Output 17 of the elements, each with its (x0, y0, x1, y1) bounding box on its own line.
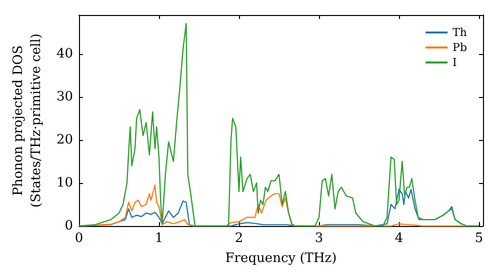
x-tick-label: 3 (314, 231, 324, 246)
x-tick-label: 0 (74, 231, 84, 246)
y-axis-title: Phonon projected DOS (States/THz·primitive cell) (11, 33, 44, 208)
legend-label: Pb (452, 41, 468, 54)
x-tick-label: 2 (234, 231, 244, 246)
x-axis-title: Frequency (THz) (225, 251, 337, 266)
y-tick-label: 40 (56, 46, 73, 62)
y-tick-label: 0 (64, 218, 73, 234)
legend-label: I (452, 56, 457, 69)
line-series (78, 23, 480, 227)
x-tick-label: 4 (394, 231, 404, 246)
y-tick-label: 30 (56, 89, 73, 104)
y-tick-label: 20 (56, 132, 73, 148)
x-tick-label: 1 (154, 231, 164, 246)
x-tick-label: 5 (474, 231, 484, 246)
legend-label: Th (452, 26, 467, 39)
y-tick-label: 10 (56, 175, 73, 190)
